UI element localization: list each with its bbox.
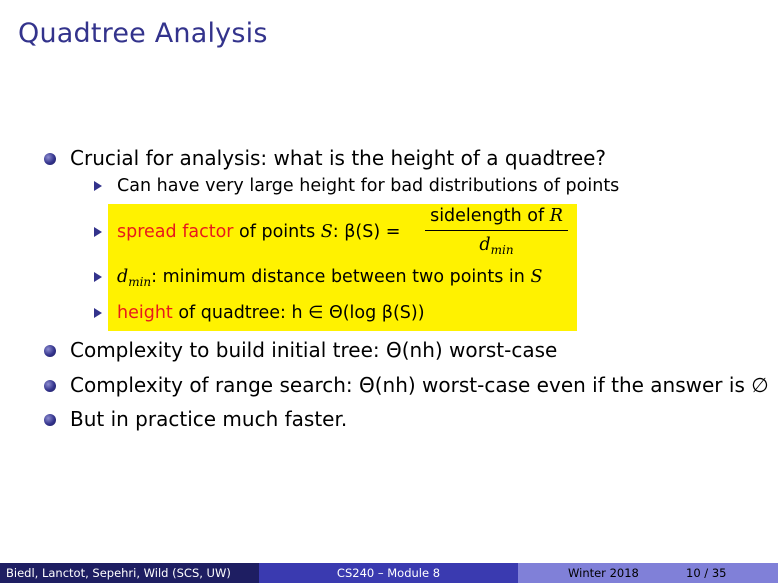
sub-bullet-triangle-icon: [94, 227, 102, 237]
sub-bullet-large-height: Can have very large height for bad distr…: [117, 176, 620, 196]
footer-authors: Biedl, Lanctot, Sepehri, Wild (SCS, UW): [0, 563, 259, 583]
denominator-sub: min: [490, 243, 514, 257]
term-spread-factor: spread factor: [117, 222, 234, 242]
spread-var: S: [320, 222, 333, 242]
bullet-practice: But in practice much faster.: [70, 407, 348, 431]
fraction-bar: [425, 230, 568, 231]
denominator-var: d: [479, 235, 491, 255]
spread-text: of points: [233, 222, 321, 242]
fraction-denominator: dmin: [425, 234, 568, 261]
dmin-sub: min: [128, 275, 152, 289]
bullet-dot-icon: [44, 345, 56, 357]
height-expression: h ∈ Θ(log β(S)): [291, 303, 425, 323]
fraction-numerator: sidelength of R: [425, 204, 568, 228]
footer-course: CS240 – Module 8: [259, 563, 518, 583]
bullet-range-search: Complexity of range search: Θ(nh) worst-…: [70, 373, 769, 397]
numerator-text: sidelength of: [430, 206, 550, 226]
sub-bullet-spread-factor: spread factor of points S: β(S) =: [117, 221, 400, 243]
sub-bullet-dmin: dmin: minimum distance between two point…: [117, 266, 542, 293]
term-height: height: [117, 303, 173, 323]
footer-page-number: 10 / 35: [686, 566, 727, 580]
dmin-var: d: [117, 267, 129, 287]
spread-expression: β(S) =: [344, 222, 401, 242]
sub-bullet-triangle-icon: [94, 181, 102, 191]
sub-bullet-triangle-icon: [94, 272, 102, 282]
sub-bullet-height: height of quadtree: h ∈ Θ(log β(S)): [117, 302, 425, 324]
slide-title: Quadtree Analysis: [18, 18, 268, 49]
bullet-dot-icon: [44, 153, 56, 165]
footer-info: Winter 2018 10 / 35: [518, 563, 778, 583]
dmin-var2: S: [530, 267, 543, 287]
dmin-text: : minimum distance between two points in: [151, 267, 531, 287]
height-text: of quadtree:: [172, 303, 292, 323]
bullet-dot-icon: [44, 380, 56, 392]
slide-footer: Biedl, Lanctot, Sepehri, Wild (SCS, UW) …: [0, 563, 778, 583]
spread-colon: :: [332, 222, 345, 242]
sub-bullet-triangle-icon: [94, 308, 102, 318]
numerator-var: R: [549, 206, 563, 226]
bullet-build-complexity: Complexity to build initial tree: Θ(nh) …: [70, 338, 558, 362]
footer-term: Winter 2018: [568, 566, 639, 580]
spread-fraction: sidelength of R dmin: [425, 204, 568, 261]
bullet-analysis: Crucial for analysis: what is the height…: [70, 146, 607, 170]
bullet-dot-icon: [44, 414, 56, 426]
highlight-box: [108, 204, 577, 331]
